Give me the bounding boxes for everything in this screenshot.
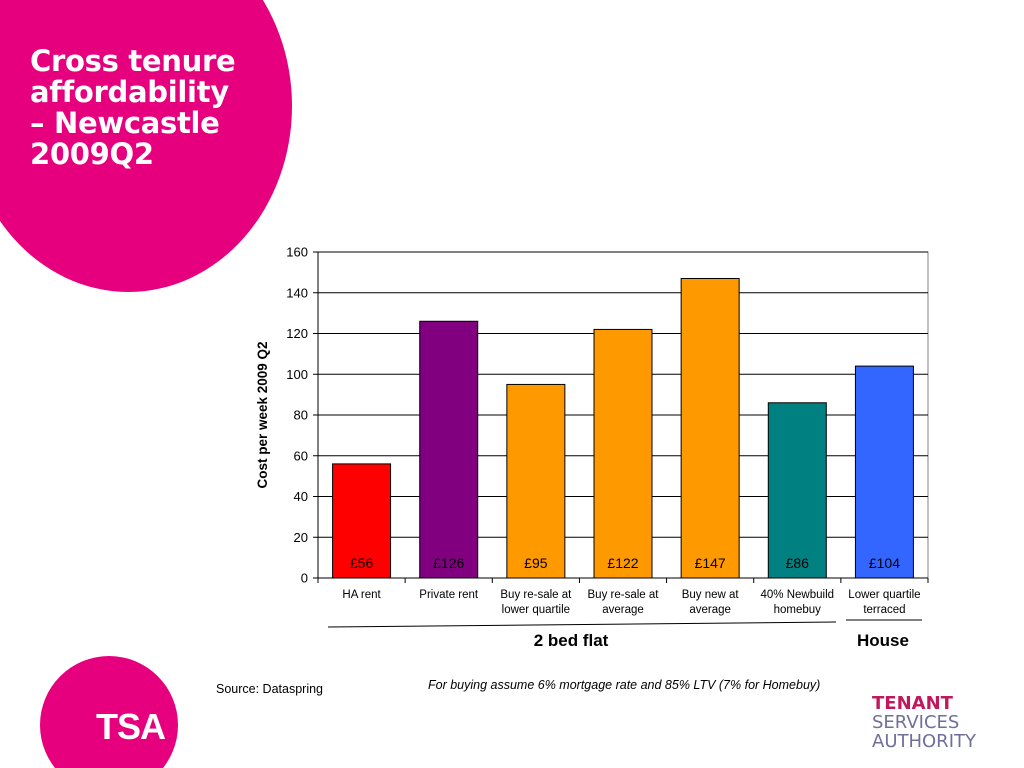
tsa-logo-circle [40, 656, 178, 768]
slide-title: Cross tenure affordability – Newcastle 2… [30, 44, 236, 171]
x-category-label: Buy new at [682, 589, 740, 601]
bar [506, 383, 566, 579]
x-category-label: HA rent [342, 589, 381, 601]
bar-value-label: £147 [695, 555, 726, 571]
bar [593, 328, 653, 579]
bar-value-label: £86 [786, 555, 810, 571]
y-tick-label: 60 [294, 448, 308, 463]
bar [854, 365, 914, 579]
org-name-line-2: SERVICES [872, 712, 960, 733]
y-tick-label: 160 [286, 245, 308, 260]
assumption-footnote: For buying assume 6% mortgage rate and 8… [428, 678, 821, 692]
x-category-label: Private rent [419, 589, 479, 601]
bar [332, 463, 392, 579]
bar [680, 277, 740, 579]
tsa-logo-text: TSA [96, 706, 166, 747]
x-category-label: 40% Newbuild [761, 589, 835, 601]
y-tick-label: 0 [301, 571, 308, 586]
bar-value-label: £122 [607, 555, 638, 571]
y-axis-title: Cost per week 2009 Q2 [255, 341, 270, 488]
org-name-line-1: TENANT [872, 693, 953, 714]
bar [419, 320, 479, 579]
source-note: Source: Dataspring [216, 682, 324, 696]
organisation-wordmark: TENANT SERVICES AUTHORITY [872, 694, 976, 751]
bar-value-label: £56 [350, 555, 374, 571]
x-category-label: terraced [863, 604, 905, 616]
bar-value-label: £95 [524, 555, 548, 571]
group-bracket-line [327, 621, 837, 628]
bar-value-label: £126 [433, 555, 464, 571]
y-tick-label: 120 [286, 326, 308, 341]
y-tick-label: 40 [294, 489, 308, 504]
bar [767, 402, 827, 579]
group-label: House [857, 631, 909, 650]
x-category-label: Buy re-sale at [500, 589, 572, 601]
y-tick-label: 20 [294, 530, 308, 545]
group-label: 2 bed flat [534, 631, 609, 650]
x-category-label: average [689, 604, 731, 616]
org-name-line-3: AUTHORITY [872, 731, 976, 752]
x-category-label: Buy re-sale at [588, 589, 660, 601]
x-category-label: lower quartile [502, 604, 570, 616]
y-tick-label: 140 [286, 285, 308, 300]
x-category-label: homebuy [774, 604, 822, 616]
y-tick-label: 100 [286, 367, 308, 382]
x-category-label: average [602, 604, 644, 616]
bar-value-label: £104 [869, 555, 900, 571]
x-category-label: Lower quartile [848, 589, 920, 601]
y-tick-label: 80 [294, 408, 308, 423]
